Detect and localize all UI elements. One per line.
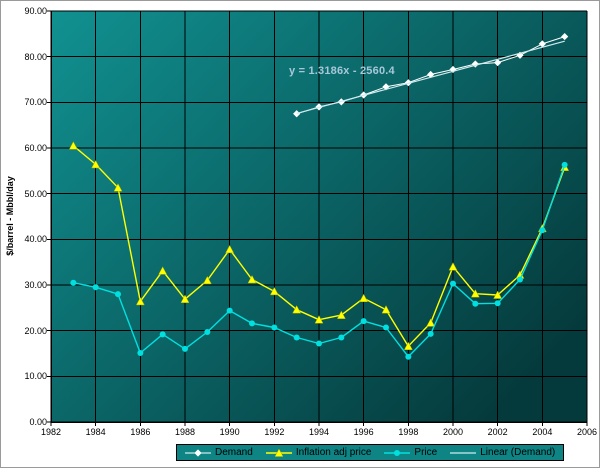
inflation-adj-price-point-1986 (135, 296, 145, 306)
y-tick-label-0.00: 0.00 (29, 417, 47, 427)
inflation-adj-price-point-1995 (336, 310, 346, 319)
inflation-adj-price-point-2002 (493, 290, 503, 299)
y-tick-label-50.00: 50.00 (24, 188, 47, 199)
y-tick-label-30.00: 30.00 (24, 280, 47, 290)
y-tick-label-40.00: 40.00 (24, 234, 47, 245)
price-point-2005 (561, 161, 568, 168)
y-tick-label-90.00: 90.00 (24, 6, 47, 16)
x-tick-label-2002: 2002 (487, 427, 508, 437)
demand-point-1993 (293, 110, 301, 118)
price-point-1996 (360, 318, 367, 325)
price-series (70, 161, 568, 360)
price-point-2000 (450, 280, 456, 287)
price-point-1983 (70, 279, 77, 286)
demand-point-2005 (561, 32, 569, 41)
price-legend-marker (384, 449, 411, 456)
price-point-1995 (338, 334, 345, 341)
linear-demand-series (296, 40, 565, 114)
inflation-adj-price-point-1984 (91, 159, 101, 169)
demand-point-2004 (538, 40, 546, 48)
inflation-adj-price-point-1987 (158, 266, 168, 275)
x-tick-label-1986: 1986 (130, 427, 151, 437)
y-tick-label-10.00: 10.00 (24, 371, 47, 382)
price-point-1999 (427, 330, 434, 337)
x-tick-label-1982: 1982 (40, 427, 62, 437)
x-tick-label-1994: 1994 (308, 427, 330, 437)
y-tick-label-60.00: 60.00 (24, 143, 47, 153)
price-point-1985 (115, 291, 121, 298)
inflation-adj-price-point-1989 (202, 275, 212, 285)
x-tick-label-1992: 1992 (264, 427, 285, 437)
inflation-adj-price-point-2001 (470, 289, 480, 298)
y-axis-title: $/barrel - Mbbl/day (5, 176, 15, 256)
inflation-adj-price-point-1991 (247, 274, 257, 284)
price-point-2003 (517, 276, 523, 283)
linear-demand-line (296, 40, 565, 114)
legend-item-inflation-adj-price[interactable]: Inflation adj price (265, 447, 372, 458)
price-point-1994 (316, 340, 322, 347)
x-tick-label-1988: 1988 (174, 427, 196, 437)
inflation-adj-price-point-1993 (292, 305, 302, 314)
x-tick-label-1990: 1990 (219, 427, 240, 437)
x-tick-label-2004: 2004 (532, 427, 553, 437)
price-point-1989 (204, 329, 211, 336)
inflation-adj-price-point-1983 (68, 141, 78, 150)
price-point-1997 (383, 324, 389, 331)
x-tick-label-2006: 2006 (576, 427, 598, 437)
x-tick-label-2000: 2000 (442, 427, 464, 437)
price-point-1990 (226, 307, 233, 314)
demand-point-1999 (427, 70, 435, 79)
demand-point-2001 (471, 60, 479, 68)
demand-point-1998 (404, 79, 412, 87)
price-point-1986 (137, 350, 144, 357)
linear-demand-legend-marker (450, 451, 477, 454)
legend-item-label: Inflation adj price (295, 447, 372, 458)
axes (50, 11, 587, 423)
price-point-1987 (159, 331, 166, 338)
y-tick-label-20.00: 20.00 (24, 325, 47, 336)
y-tick-label-70.00: 70.00 (24, 97, 47, 108)
inflation-adj-price-point-1996 (359, 293, 369, 302)
price-point-1992 (271, 324, 278, 331)
inflation-adj-price-point-1994 (314, 315, 324, 324)
inflation-adj-price-point-1985 (113, 183, 123, 192)
legend-item-linear-demand[interactable]: Linear (Demand) (450, 447, 555, 458)
legend[interactable]: Demand Inflation adj price Price Linear (De… (176, 444, 565, 461)
legend-item-label: Price (414, 447, 438, 458)
inflation-adj-price-point-1998 (403, 341, 413, 350)
price-point-1988 (182, 345, 188, 352)
inflation-adj-price-point-1988 (180, 294, 190, 303)
inflation-adj-price-point-1992 (269, 286, 279, 296)
demand-legend-marker (185, 448, 211, 457)
trendline-equation: y = 1.3186x - 2560.4 (289, 65, 395, 77)
y-tick-label-80.00: 80.00 (24, 51, 47, 62)
price-point-1993 (293, 334, 300, 341)
x-tick-label-1998: 1998 (398, 427, 419, 437)
inflation-adj-price-point-1990 (225, 244, 235, 254)
price-point-1998 (405, 353, 412, 360)
inflation-adj-price-point-1999 (426, 318, 436, 327)
x-tick-label-1996: 1996 (353, 427, 374, 437)
inflation-adj-price-point-2000 (448, 262, 458, 271)
legend-item-label: Linear (Demand) (480, 447, 556, 458)
legend-item-demand[interactable]: Demand (185, 447, 253, 458)
price-point-2001 (472, 300, 479, 307)
gridlines (47, 10, 588, 426)
price-point-1984 (92, 284, 99, 291)
price-point-2002 (494, 300, 501, 307)
x-tick-label-1984: 1984 (85, 427, 106, 437)
price-point-1991 (249, 320, 255, 327)
price-point-2004 (539, 227, 546, 234)
inflation-adj-price-legend-marker (265, 447, 292, 457)
legend-item-label: Demand (215, 447, 253, 458)
inflation-adj-price-point-1997 (381, 305, 391, 314)
legend-item-price[interactable]: Price (384, 447, 437, 458)
